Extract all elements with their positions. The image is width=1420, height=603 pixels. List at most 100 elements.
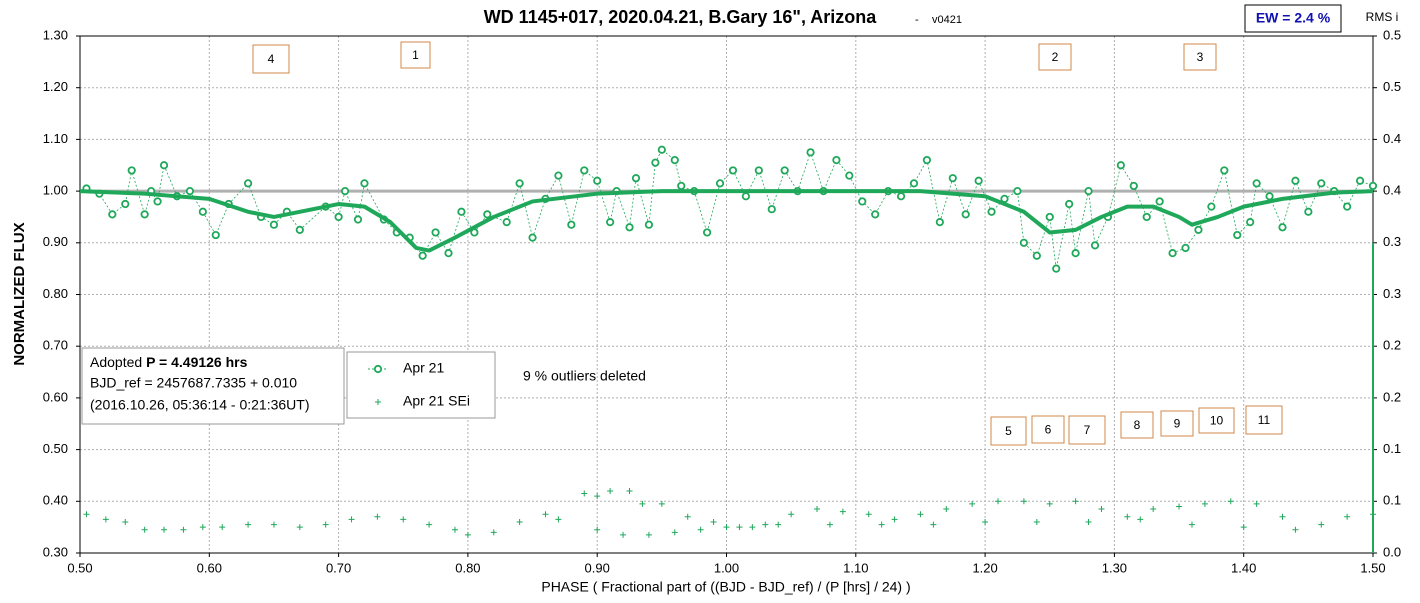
- data-point: [211, 230, 220, 240]
- x-tick-label: 1.10: [843, 560, 868, 575]
- legend-marker: [373, 364, 383, 374]
- annotation-label: 11: [1258, 413, 1271, 427]
- data-point: [644, 220, 654, 229]
- info-period: P = 4.49126 hrs: [146, 354, 248, 370]
- annotation-label: 1: [412, 48, 419, 62]
- annotation-box: [1120, 411, 1154, 439]
- y-tick-label: 1.10: [43, 131, 68, 146]
- data-point: [1201, 500, 1208, 507]
- y-tick-label: 0.70: [43, 338, 68, 353]
- data-point: [153, 197, 162, 206]
- data-point: [754, 166, 763, 175]
- y2-tick-label: 0.4: [1383, 183, 1401, 198]
- data-point: [1032, 251, 1041, 260]
- annotation-label: 8: [1134, 418, 1141, 432]
- data-point: [1344, 513, 1351, 520]
- y-tick-label: 0.80: [43, 286, 68, 301]
- data-point: [684, 513, 691, 520]
- data-point: [581, 490, 588, 497]
- data-point: [400, 516, 407, 523]
- x-tick-label: 0.70: [326, 560, 351, 575]
- data-point: [1020, 498, 1027, 505]
- ew-box: [1244, 4, 1342, 33]
- data-point: [839, 508, 846, 515]
- chart-subtitle: v0421: [932, 14, 962, 26]
- data-point: [431, 228, 440, 237]
- data-point: [974, 176, 983, 185]
- annotation-box: [252, 44, 290, 74]
- data-point: [161, 526, 168, 533]
- y2-axis-label: RMS i: [1366, 10, 1399, 24]
- data-point: [845, 171, 854, 180]
- data-point: [1252, 179, 1261, 188]
- data-point: [626, 487, 633, 494]
- data-point: [723, 524, 730, 531]
- data-point: [891, 516, 898, 523]
- data-point: [1318, 521, 1325, 528]
- data-point: [490, 529, 497, 536]
- legend-label: Apr 21 SEi: [403, 393, 470, 409]
- data-point: [806, 148, 815, 157]
- x-tick-label: 0.90: [585, 560, 610, 575]
- info-line: Adopted P = 4.49126 hrs: [90, 354, 248, 370]
- data-point: [703, 228, 712, 237]
- data-point: [961, 210, 970, 219]
- x-tick-label: 1.40: [1231, 560, 1256, 575]
- data-point: [969, 500, 976, 507]
- data-point: [710, 518, 717, 525]
- data-point: [1253, 500, 1260, 507]
- data-point: [858, 197, 867, 206]
- data-point: [832, 155, 841, 165]
- data-point: [457, 207, 466, 216]
- data-point: [677, 181, 686, 191]
- data-point: [594, 526, 601, 533]
- data-point: [542, 511, 549, 518]
- y2-tick-label: 0.1: [1383, 493, 1401, 508]
- info-line: BJD_ref = 2457687.7335 + 0.010: [90, 375, 297, 391]
- data-point: [528, 233, 537, 242]
- data-point: [1084, 187, 1093, 196]
- data-point: [122, 518, 129, 525]
- data-point: [671, 529, 678, 536]
- data-point: [1181, 243, 1190, 253]
- data-point: [631, 174, 641, 183]
- data-point: [645, 531, 652, 538]
- data-point: [736, 524, 743, 531]
- data-point: [1176, 503, 1183, 510]
- y-tick-label: 0.50: [43, 441, 68, 456]
- data-point: [1240, 524, 1247, 531]
- data-point: [995, 498, 1002, 505]
- data-point: [930, 521, 937, 528]
- data-point: [1317, 179, 1326, 188]
- annotation-box: [400, 41, 431, 69]
- data-point: [502, 218, 511, 227]
- data-point: [1233, 230, 1242, 240]
- chart-title: WD 1145+017, 2020.04.21, B.Gary 16", Ari…: [484, 7, 878, 27]
- data-point: [728, 166, 738, 175]
- annotation-box: [1068, 415, 1106, 445]
- data-point: [780, 166, 789, 175]
- data-point: [140, 210, 149, 219]
- data-point: [516, 518, 523, 525]
- data-point: [1168, 249, 1177, 258]
- data-point: [1090, 241, 1100, 250]
- x-tick-label: 1.20: [972, 560, 997, 575]
- data-point: [1291, 176, 1300, 185]
- data-point: [606, 218, 615, 227]
- data-point: [871, 210, 880, 219]
- x-tick-label: 1.00: [714, 560, 739, 575]
- y2-tick-label: 0.2: [1383, 338, 1401, 353]
- data-point: [788, 511, 795, 518]
- y2-tick-label: 0.4: [1383, 131, 1401, 146]
- data-point: [374, 513, 381, 520]
- data-point: [767, 205, 776, 214]
- model-curve: [79, 189, 1374, 253]
- data-point: [670, 155, 679, 165]
- annotation-label: 6: [1045, 423, 1052, 437]
- data-point: [1013, 187, 1022, 196]
- data-point: [1137, 516, 1144, 523]
- annotation-box: [990, 416, 1027, 446]
- data-point: [607, 487, 614, 494]
- data-point: [762, 521, 769, 528]
- data-point: [1292, 526, 1299, 533]
